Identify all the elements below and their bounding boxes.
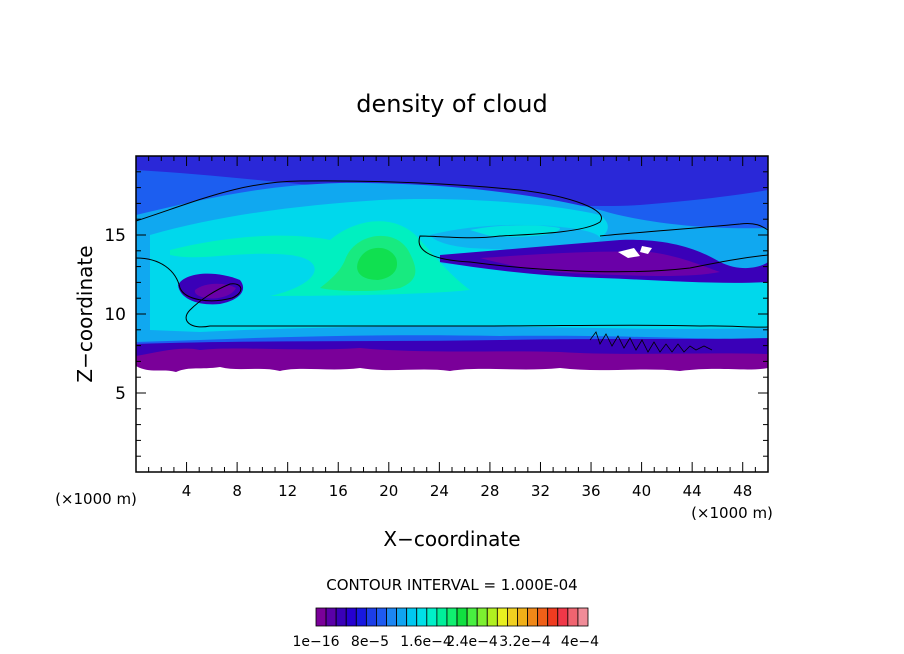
- colorbar-labels: 1e−16 8e−5 1.6e−42.4e−4 3.2e−4 4e−4: [292, 634, 599, 650]
- colorbar-swatch: [466, 607, 478, 627]
- colorbar-swatch: [325, 607, 337, 627]
- colorbar-swatch: [406, 607, 418, 627]
- colorbar-swatch: [537, 607, 549, 627]
- colorbar: [315, 607, 589, 627]
- empty-lower-domain: [136, 372, 768, 476]
- layer-white-gap-1: [618, 248, 640, 258]
- x-tick-label: 28: [480, 482, 499, 500]
- contour-line-upper: [135, 180, 769, 273]
- colorbar-swatch: [386, 607, 397, 627]
- colorbar-swatch: [335, 607, 347, 627]
- layer-green-2: [357, 247, 398, 280]
- colorbar-swatch: [436, 607, 448, 627]
- colorbar-swatch: [376, 607, 387, 627]
- colorbar-swatch: [365, 607, 377, 627]
- x-tick-label: 24: [430, 482, 449, 500]
- x-unit-label-left: (×1000 m): [55, 490, 137, 508]
- contour-interval-text: CONTOUR INTERVAL = 1.000E-04: [326, 576, 577, 594]
- colorbar-swatch: [547, 607, 559, 627]
- colorbar-swatch: [456, 607, 468, 627]
- x-tick-label: 20: [379, 482, 398, 500]
- contour-line-right-top: [599, 223, 769, 237]
- x-tick-label: 12: [278, 482, 297, 500]
- colorbar-swatch: [345, 607, 357, 627]
- colorbar-swatch: [315, 607, 327, 627]
- colorbar-swatch: [476, 607, 488, 627]
- colorbar-swatch: [486, 607, 498, 627]
- layer-white-gap-2: [640, 246, 652, 254]
- layer-upper-cyan-band: [430, 224, 601, 250]
- colorbar-label: 1.6e−4: [400, 634, 452, 650]
- colorbar-swatch: [567, 607, 579, 627]
- x-tick-label: 40: [632, 482, 651, 500]
- x-axis-ticks: 4 8 12 16 20 24 28 32 36 40 44 48: [148, 156, 756, 500]
- y-tick-label: 5: [115, 384, 126, 404]
- x-tick-label: 8: [232, 482, 242, 500]
- x-tick-label: 4: [182, 482, 192, 500]
- colorbar-swatch: [396, 607, 408, 627]
- colorbar-swatch: [557, 607, 569, 627]
- x-unit-label-right: (×1000 m): [691, 504, 773, 522]
- colorbar-label: 1e−16: [292, 634, 339, 650]
- contour-line-left: [135, 257, 769, 328]
- colorbar-swatch: [527, 607, 539, 627]
- layer-purple-band-right: [480, 251, 720, 276]
- x-axis-label: X−coordinate: [383, 527, 520, 551]
- layer-cyan: [150, 199, 768, 332]
- x-tick-label: 32: [531, 482, 550, 500]
- y-tick-label: 15: [104, 226, 126, 246]
- colorbar-swatch: [446, 607, 458, 627]
- x-tick-label: 48: [733, 482, 752, 500]
- y-tick-label: 10: [104, 305, 126, 325]
- colorbar-swatch: [355, 607, 367, 627]
- colorbar-label: 4e−4: [561, 634, 599, 650]
- colorbar-swatch: [517, 607, 528, 627]
- colorbar-label: 2.4e−4: [446, 634, 498, 650]
- colorbar-swatch: [416, 607, 428, 627]
- x-tick-label: 44: [683, 482, 702, 500]
- colorbar-swatch: [507, 607, 518, 627]
- colorbar-swatch: [426, 607, 438, 627]
- colorbar-label: 3.2e−4: [499, 634, 551, 650]
- chart-title: density of cloud: [356, 90, 547, 118]
- y-axis-label: Z−coordinate: [73, 245, 97, 382]
- contour-line-right-ripples: [589, 331, 713, 353]
- colorbar-swatch: [577, 607, 589, 627]
- x-tick-label: 36: [581, 482, 600, 500]
- colorbar-swatch: [496, 607, 508, 627]
- x-tick-label: 16: [329, 482, 348, 500]
- y-axis-ticks: 5 10 15: [104, 171, 768, 457]
- layer-base-purple: [136, 348, 768, 372]
- colorbar-label: 8e−5: [351, 634, 389, 650]
